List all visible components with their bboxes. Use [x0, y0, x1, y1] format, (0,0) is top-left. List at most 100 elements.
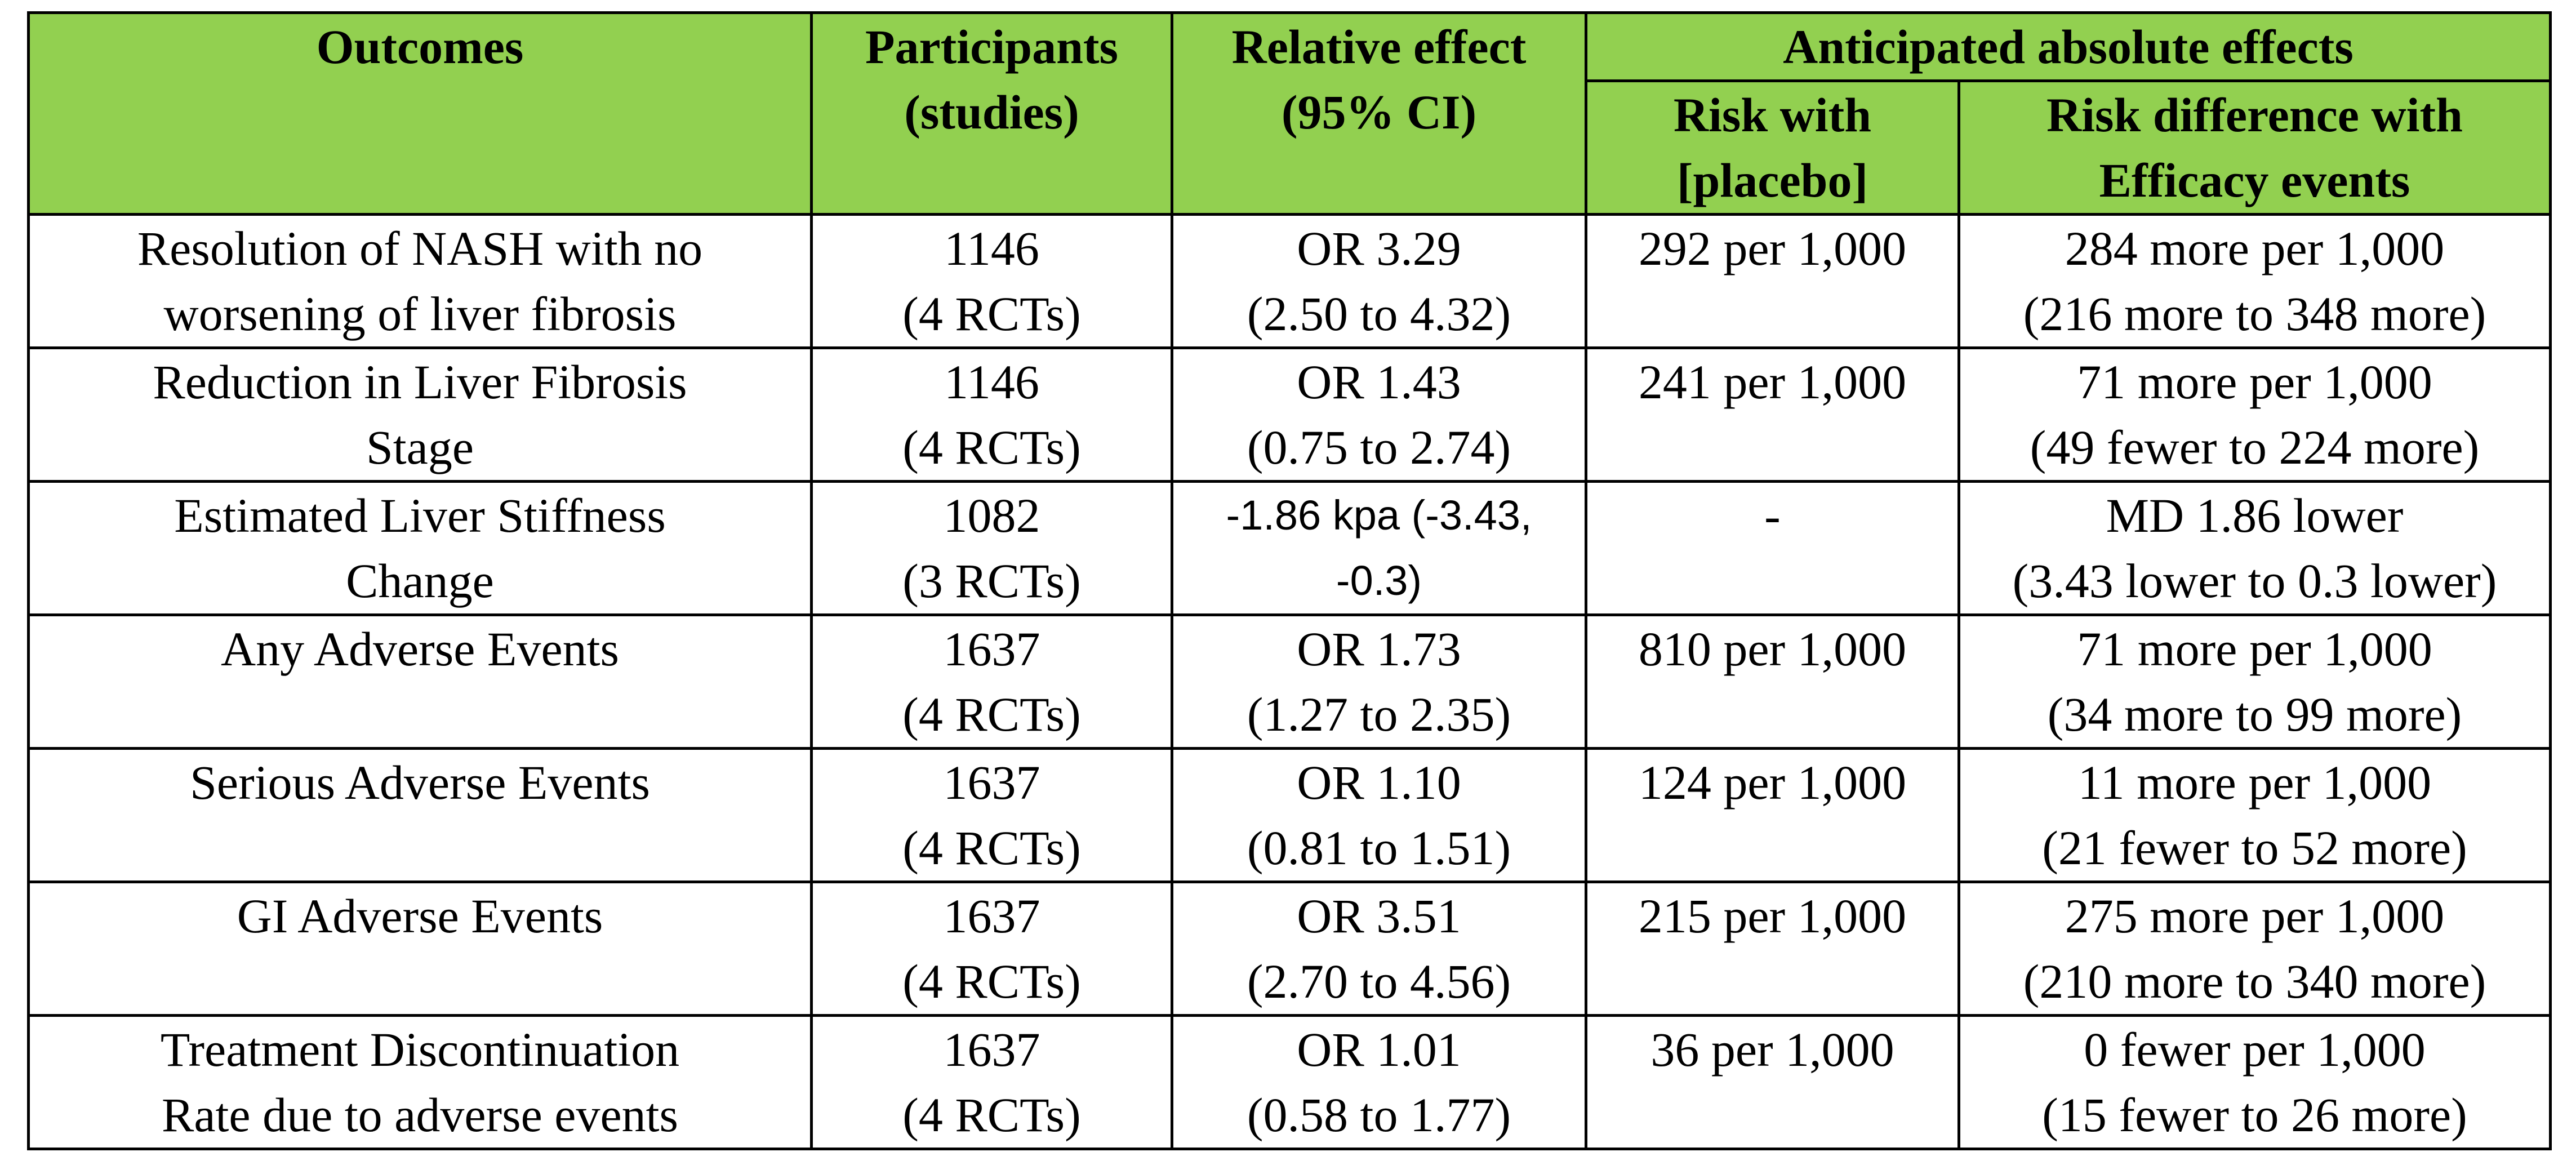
relative-effect-estimate: OR 1.43 [1297, 355, 1461, 409]
participants-cell: 1637 (4 RCTs) [810, 880, 1173, 1017]
outcome-line-1: GI Adverse Events [237, 889, 603, 943]
risk-difference-range: (210 more to 340 more) [2023, 954, 2486, 1008]
header-relative-effect: Relative effect (95% CI) [1171, 11, 1587, 216]
risk-difference-estimate: 11 more per 1,000 [2077, 755, 2432, 810]
risk-difference-estimate: 0 fewer per 1,000 [2084, 1022, 2426, 1077]
relative-effect-ci: (0.75 to 2.74) [1247, 420, 1511, 474]
risk-with-placebo-value: 215 per 1,000 [1638, 889, 1907, 943]
table-row: Treatment Discontinuation Rate due to ad… [27, 1014, 2552, 1150]
risk-with-placebo-value: 124 per 1,000 [1638, 755, 1907, 810]
participants-studies: (4 RCTs) [902, 954, 1081, 1008]
participants-cell: 1146 (4 RCTs) [810, 346, 1173, 483]
outcome-cell: Treatment Discontinuation Rate due to ad… [27, 1014, 813, 1150]
relative-effect-cell: -1.86 kpa (-3.43, -0.3) [1171, 480, 1587, 616]
relative-effect-cell: OR 1.01 (0.58 to 1.77) [1171, 1014, 1587, 1150]
participants-count: 1082 [943, 488, 1040, 542]
risk-difference-range: (21 fewer to 52 more) [2042, 821, 2467, 875]
outcome-line-2: Rate due to adverse events [162, 1088, 678, 1142]
risk-difference-estimate: 71 more per 1,000 [2077, 622, 2432, 676]
outcome-line-1: Treatment Discontinuation [160, 1022, 680, 1077]
header-participants: Participants (studies) [810, 11, 1173, 216]
participants-count: 1637 [943, 889, 1040, 943]
risk-with-placebo-cell: 36 per 1,000 [1585, 1014, 1960, 1150]
summary-of-findings-table: Outcomes Participants (studies) Relative… [27, 11, 2552, 1150]
relative-effect-estimate: OR 1.73 [1297, 622, 1461, 676]
participants-count: 1637 [943, 1022, 1040, 1077]
table-header: Outcomes Participants (studies) Relative… [27, 11, 2552, 216]
risk-with-placebo-cell: - [1585, 480, 1960, 616]
relative-effect-estimate: OR 1.01 [1297, 1022, 1461, 1077]
table-row: Serious Adverse Events 1637 (4 RCTs) OR … [27, 747, 2552, 883]
participants-cell: 1637 (4 RCTs) [810, 747, 1173, 883]
relative-effect-estimate: OR 1.10 [1297, 755, 1461, 810]
risk-with-placebo-cell: 810 per 1,000 [1585, 613, 1960, 750]
outcome-cell: Any Adverse Events [27, 613, 813, 750]
relative-effect-ci: (0.81 to 1.51) [1247, 821, 1511, 875]
outcome-line-1: Estimated Liver Stiffness [174, 488, 666, 542]
participants-cell: 1082 (3 RCTs) [810, 480, 1173, 616]
outcome-cell: Resolution of NASH with no worsening of … [27, 213, 813, 349]
participants-studies: (4 RCTs) [902, 1088, 1081, 1142]
participants-studies: (4 RCTs) [902, 287, 1081, 341]
risk-with-placebo-cell: 215 per 1,000 [1585, 880, 1960, 1017]
relative-effect-ci: (2.70 to 4.56) [1247, 954, 1511, 1008]
header-anticipated-absolute-effects: Anticipated absolute effects [1584, 11, 2552, 82]
risk-difference-estimate: 284 more per 1,000 [2065, 221, 2445, 275]
risk-with-placebo-cell: 241 per 1,000 [1585, 346, 1960, 483]
outcome-cell: Estimated Liver Stiffness Change [27, 480, 813, 616]
risk-difference-range: (49 fewer to 224 more) [2030, 420, 2480, 474]
risk-with-placebo-cell: 292 per 1,000 [1585, 213, 1960, 349]
risk-with-placebo-value: 36 per 1,000 [1650, 1022, 1894, 1077]
outcome-line-1: Serious Adverse Events [190, 755, 650, 810]
outcome-line-2: Change [346, 554, 494, 608]
header-risk-difference: Risk difference with Efficacy events [1957, 79, 2552, 216]
table-row: Any Adverse Events 1637 (4 RCTs) OR 1.73… [27, 613, 2552, 750]
risk-difference-cell: MD 1.86 lower (3.43 lower to 0.3 lower) [1957, 480, 2552, 616]
relative-effect-ci: (2.50 to 4.32) [1247, 287, 1511, 341]
relative-effect-ci: (1.27 to 2.35) [1247, 687, 1511, 741]
participants-count: 1637 [943, 755, 1040, 810]
table-row: GI Adverse Events 1637 (4 RCTs) OR 3.51 … [27, 880, 2552, 1017]
relative-effect-estimate: OR 3.29 [1297, 221, 1461, 275]
table-row: Resolution of NASH with no worsening of … [27, 213, 2552, 349]
risk-difference-estimate: 275 more per 1,000 [2065, 889, 2445, 943]
relative-effect-cell: OR 3.29 (2.50 to 4.32) [1171, 213, 1587, 349]
risk-difference-estimate: 71 more per 1,000 [2077, 355, 2432, 409]
outcome-cell: GI Adverse Events [27, 880, 813, 1017]
risk-difference-range: (34 more to 99 more) [2047, 687, 2462, 741]
relative-effect-cell: OR 1.10 (0.81 to 1.51) [1171, 747, 1587, 883]
participants-studies: (4 RCTs) [902, 420, 1081, 474]
relative-effect-ci: (0.58 to 1.77) [1247, 1088, 1511, 1142]
risk-difference-cell: 275 more per 1,000 (210 more to 340 more… [1957, 880, 2552, 1017]
participants-studies: (4 RCTs) [902, 821, 1081, 875]
relative-effect-estimate: -1.86 kpa (-3.43, [1226, 492, 1532, 539]
relative-effect-estimate: OR 3.51 [1297, 889, 1461, 943]
participants-studies: (4 RCTs) [902, 687, 1081, 741]
participants-cell: 1637 (4 RCTs) [810, 1014, 1173, 1150]
risk-with-placebo-value: - [1764, 488, 1781, 542]
risk-with-placebo-value: 810 per 1,000 [1638, 622, 1907, 676]
risk-difference-cell: 284 more per 1,000 (216 more to 348 more… [1957, 213, 2552, 349]
outcome-cell: Serious Adverse Events [27, 747, 813, 883]
table-row: Estimated Liver Stiffness Change 1082 (3… [27, 480, 2552, 616]
risk-difference-estimate: MD 1.86 lower [2106, 488, 2404, 542]
table-body: Resolution of NASH with no worsening of … [27, 213, 2552, 1150]
participants-count: 1637 [943, 622, 1040, 676]
outcome-line-2: Stage [366, 420, 474, 474]
header-outcomes: Outcomes [27, 11, 813, 216]
relative-effect-cell: OR 1.43 (0.75 to 2.74) [1171, 346, 1587, 483]
risk-difference-range: (216 more to 348 more) [2023, 287, 2486, 341]
risk-difference-cell: 71 more per 1,000 (49 fewer to 224 more) [1957, 346, 2552, 483]
outcome-line-1: Any Adverse Events [221, 622, 619, 676]
participants-count: 1146 [944, 221, 1039, 275]
relative-effect-cell: OR 1.73 (1.27 to 2.35) [1171, 613, 1587, 750]
outcome-line-2: worsening of liver fibrosis [163, 287, 677, 341]
participants-cell: 1637 (4 RCTs) [810, 613, 1173, 750]
risk-difference-cell: 71 more per 1,000 (34 more to 99 more) [1957, 613, 2552, 750]
participants-studies: (3 RCTs) [902, 554, 1081, 608]
risk-with-placebo-value: 292 per 1,000 [1638, 221, 1907, 275]
relative-effect-ci: -0.3) [1336, 557, 1422, 604]
participants-count: 1146 [944, 355, 1039, 409]
risk-with-placebo-value: 241 per 1,000 [1638, 355, 1907, 409]
risk-difference-cell: 0 fewer per 1,000 (15 fewer to 26 more) [1957, 1014, 2552, 1150]
